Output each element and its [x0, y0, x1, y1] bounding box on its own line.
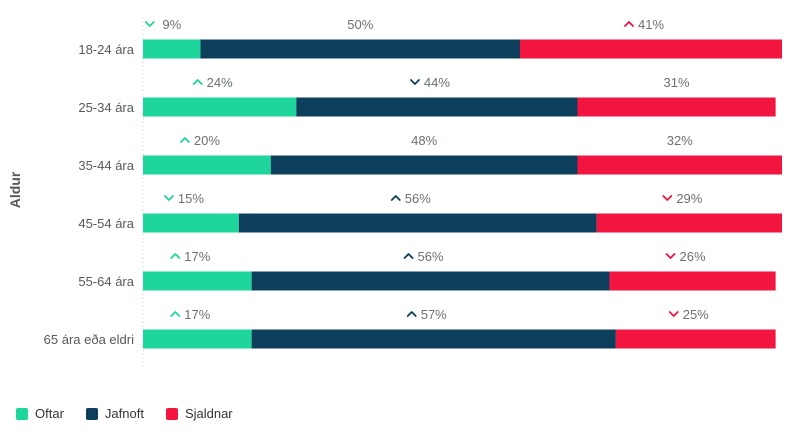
chevron-down-icon — [164, 195, 174, 201]
bar-jafnoft — [270, 155, 578, 175]
data-label: 56% — [405, 191, 431, 206]
bar-jafnoft — [296, 97, 578, 117]
data-label: 17% — [184, 307, 210, 322]
legend-label-oftar: Oftar — [35, 406, 64, 421]
data-label: 9% — [162, 17, 181, 32]
data-label: 24% — [207, 75, 233, 90]
chevron-up-icon — [170, 253, 181, 259]
data-label: 32% — [667, 133, 693, 148]
data-label: 41% — [638, 17, 664, 32]
data-label: 56% — [418, 249, 444, 264]
data-label: 48% — [411, 133, 437, 148]
bar-oftar — [143, 39, 201, 59]
chevron-down-icon — [144, 21, 155, 27]
chevron-up-icon — [180, 137, 190, 143]
legend: Oftar Jafnoft Sjaldnar — [16, 406, 233, 421]
chevron-down-icon — [665, 253, 676, 259]
bar-sjaldnar — [577, 155, 782, 175]
legend-item-sjaldnar[interactable]: Sjaldnar — [165, 406, 233, 421]
bar-oftar — [143, 271, 252, 291]
y-axis-title: Aldur — [7, 171, 23, 208]
bar-oftar — [143, 97, 297, 117]
data-label: 20% — [194, 133, 220, 148]
chevron-up-icon — [403, 253, 414, 259]
bar-sjaldnar — [609, 271, 776, 291]
chevron-up-icon — [170, 311, 181, 317]
bar-jafnoft — [238, 213, 597, 233]
data-label: 31% — [664, 75, 690, 90]
category-label: 55-64 ára — [78, 274, 134, 289]
category-label: 65 ára eða eldri — [44, 332, 134, 347]
legend-swatch-oftar — [16, 407, 28, 420]
legend-label-jafnoft: Jafnoft — [104, 406, 144, 421]
bar-sjaldnar — [596, 213, 782, 233]
legend-swatch-jafnoft — [85, 407, 98, 420]
bar-jafnoft — [251, 329, 616, 349]
bar-jafnoft — [251, 271, 610, 291]
category-label: 18-24 ára — [78, 42, 134, 57]
bar-sjaldnar — [577, 97, 776, 117]
category-label: 45-54 ára — [78, 216, 134, 231]
chevron-down-icon — [668, 311, 679, 317]
chevron-down-icon — [662, 195, 673, 201]
bar-oftar — [143, 329, 252, 349]
data-label: 25% — [683, 307, 709, 322]
chevron-up-icon — [390, 195, 401, 201]
bar-sjaldnar — [615, 329, 776, 349]
chevron-up-icon — [406, 311, 417, 317]
chevron-up-icon — [624, 21, 634, 27]
bar-oftar — [143, 213, 239, 233]
chevron-down-icon — [410, 79, 420, 85]
legend-item-oftar[interactable]: Oftar — [16, 406, 64, 421]
bar-jafnoft — [200, 39, 521, 59]
data-label: 17% — [184, 249, 210, 264]
data-label: 57% — [421, 307, 447, 322]
bar-oftar — [143, 155, 271, 175]
data-label: 44% — [424, 75, 450, 90]
legend-label-sjaldnar: Sjaldnar — [184, 406, 233, 421]
legend-swatch-sjaldnar — [165, 407, 178, 420]
data-label: 29% — [676, 191, 702, 206]
legend-item-jafnoft[interactable]: Jafnoft — [85, 406, 144, 421]
chevron-up-icon — [192, 79, 203, 85]
category-label: 25-34 ára — [78, 100, 134, 115]
data-label: 15% — [178, 191, 204, 206]
data-label: 50% — [347, 17, 373, 32]
category-label: 35-44 ára — [78, 158, 134, 173]
bar-sjaldnar — [520, 39, 782, 59]
data-label: 26% — [680, 249, 706, 264]
